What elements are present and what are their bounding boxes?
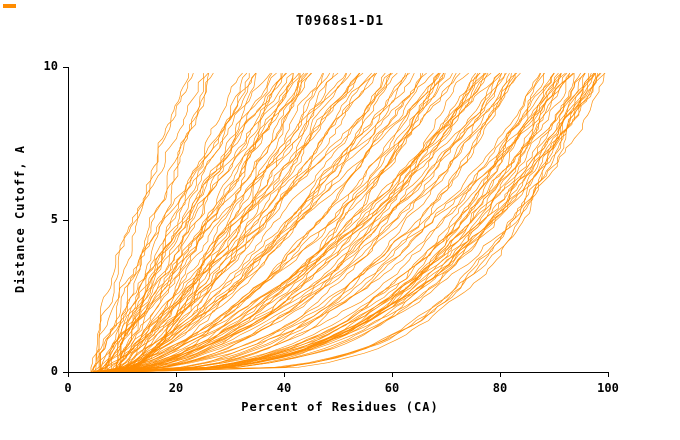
y-tick-label: 0: [50, 364, 58, 378]
plot-area: [68, 67, 609, 373]
x-tick-mark: [500, 372, 501, 377]
x-tick-mark: [68, 372, 69, 377]
y-axis-label: Distance Cutoff, A: [13, 144, 27, 294]
x-tick-mark: [608, 372, 609, 377]
y-tick-label: 10: [43, 59, 58, 73]
x-tick-label: 60: [384, 381, 400, 395]
x-tick-label: 0: [64, 381, 72, 395]
x-tick-label: 20: [168, 381, 184, 395]
x-tick-mark: [176, 372, 177, 377]
x-tick-label: 100: [597, 381, 619, 395]
y-tick-mark: [63, 67, 68, 68]
y-tick-label: 5: [50, 211, 58, 226]
curves-canvas: [69, 67, 609, 372]
x-tick-mark: [392, 372, 393, 377]
y-tick-mark: [63, 372, 68, 373]
chart-title: T0968s1-D1: [295, 14, 385, 29]
x-tick-mark: [284, 372, 285, 377]
x-axis-label: Percent of Residues (CA): [241, 400, 439, 414]
y-tick-mark: [63, 219, 68, 221]
x-tick-label: 40: [276, 381, 292, 395]
stray-plot-mark: [3, 4, 16, 8]
x-tick-label: 80: [492, 381, 508, 395]
